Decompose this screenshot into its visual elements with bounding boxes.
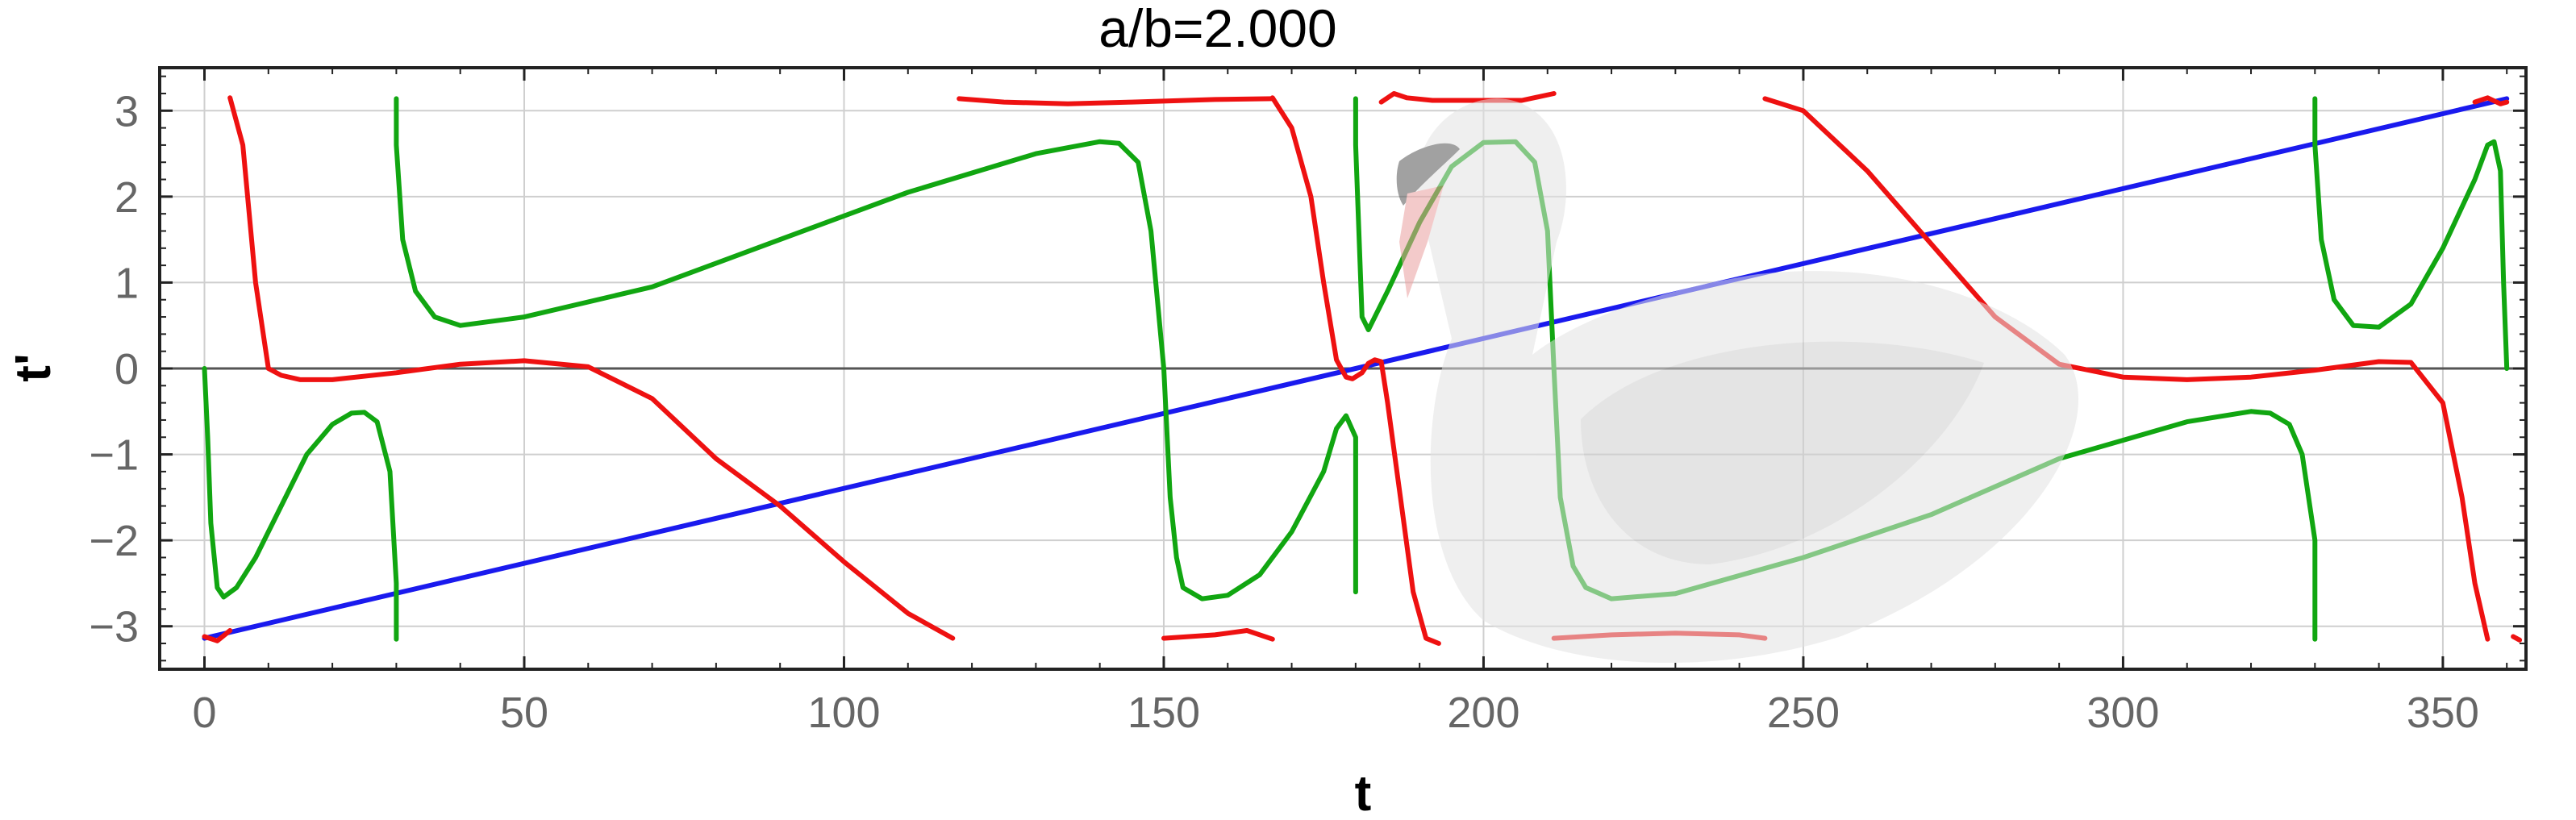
x-tick-label: 150 — [1128, 689, 1200, 737]
series-blue-line — [202, 96, 2510, 641]
chart-title: a/b=2.000 — [1098, 0, 1336, 58]
series-red-line — [1161, 628, 1275, 642]
x-tick-labels: 0 50 100 150 200 250 300 350 — [192, 689, 2478, 737]
series-red-line — [2472, 95, 2510, 106]
watermark-swan — [1396, 98, 2079, 664]
plot-frame — [158, 66, 2528, 671]
series-red-line — [1378, 91, 1557, 105]
series-red-line — [957, 96, 1275, 106]
x-tick-label: 350 — [2407, 689, 2479, 737]
series-green-line — [394, 96, 1358, 601]
x-tick-label: 300 — [2086, 689, 2159, 737]
series-red-line — [227, 95, 956, 641]
x-tick-label: 100 — [807, 689, 880, 737]
y-tick-labels: 3 2 1 0 −1 −2 −3 — [89, 87, 139, 651]
y-tick-label: −1 — [89, 431, 139, 480]
x-tick-label: 0 — [192, 689, 216, 737]
x-axis-label: t — [1355, 766, 1372, 820]
y-tick-label: 3 — [115, 87, 139, 135]
series-red-line — [202, 628, 233, 643]
y-tick-label: 0 — [115, 345, 139, 393]
series-red-line — [1762, 96, 2491, 642]
y-tick-label: 2 — [115, 173, 139, 222]
y-tick-label: 1 — [115, 259, 139, 307]
series-green-line — [2312, 96, 2510, 371]
series-red-line — [1269, 95, 1441, 646]
y-axis-label: t' — [6, 353, 61, 381]
series-green-line — [202, 366, 399, 642]
x-tick-label: 200 — [1447, 689, 1519, 737]
series-red-line — [2511, 634, 2523, 643]
y-tick-label: −2 — [89, 517, 139, 565]
x-tick-label: 50 — [500, 689, 548, 737]
y-tick-label: −3 — [89, 603, 139, 651]
x-tick-label: 250 — [1767, 689, 1840, 737]
